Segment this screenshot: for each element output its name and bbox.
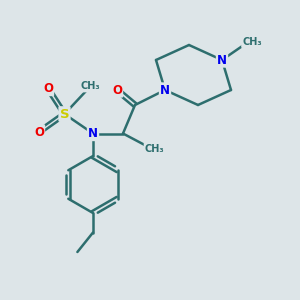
Text: CH₃: CH₃ bbox=[80, 81, 100, 92]
Text: N: N bbox=[217, 53, 227, 67]
Text: CH₃: CH₃ bbox=[145, 143, 164, 154]
Text: O: O bbox=[43, 82, 53, 95]
Text: O: O bbox=[112, 83, 122, 97]
Text: N: N bbox=[88, 127, 98, 140]
Text: S: S bbox=[60, 107, 69, 121]
Text: O: O bbox=[34, 125, 44, 139]
Text: CH₃: CH₃ bbox=[242, 37, 262, 47]
Text: N: N bbox=[160, 83, 170, 97]
